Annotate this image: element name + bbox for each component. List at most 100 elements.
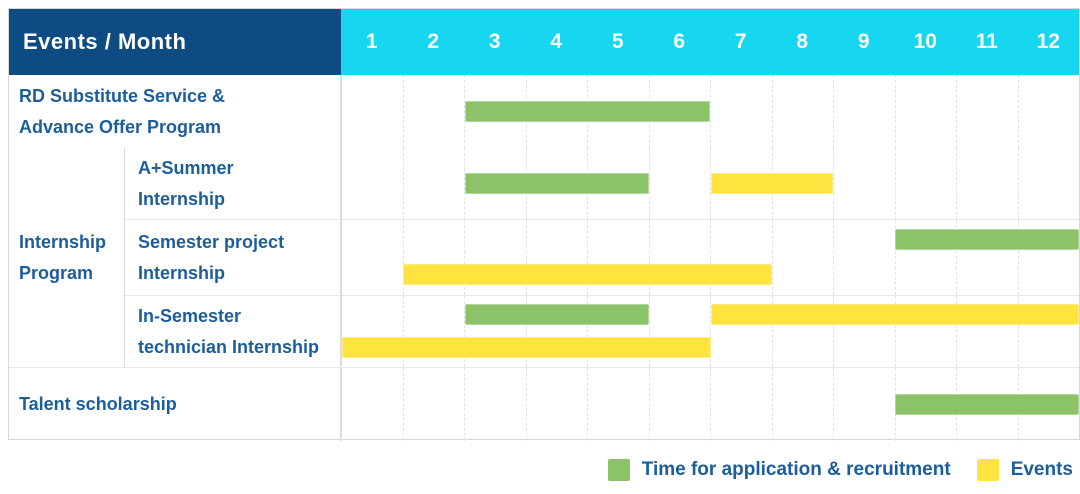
legend-item-yellow: Events [976,459,1073,481]
gantt-bar-yellow [710,304,1079,326]
legend-swatch-yellow [976,459,999,481]
month-grid-cell [833,220,895,295]
month-grid-cell [587,220,649,295]
sub-row-label: Semester project Internship [125,219,341,295]
month-header-strip: 1 2 3 4 5 6 7 8 9 10 11 12 [341,9,1079,75]
month-grid-cell [710,220,772,295]
month-header-cell: 8 [796,30,809,53]
chart-row-rd-substitute-service [341,75,1079,148]
row-label-line: technician Internship [138,336,320,357]
month-grid-cell [894,296,957,367]
row-label-line: In-Semester [138,305,242,326]
row-label-line: RD Substitute Service & [19,85,226,106]
month-grid-cell [648,220,711,295]
month-header-cell: 9 [857,30,870,53]
month-grid-cell [771,296,834,367]
month-header-cell: 12 [1036,30,1060,53]
month-header-cell: 4 [550,30,563,53]
month-grid-cell [342,75,403,148]
month-grid-cell [525,296,588,367]
month-grid-cell [525,220,588,295]
sub-row-label: In-Semester technician Internship [125,295,341,367]
month-grid-cell [464,148,526,219]
row-label-line: Talent scholarship [19,394,177,414]
month-grid-cell [710,148,772,219]
row-label-line: Advance Offer Program [19,116,222,137]
month-grid-cell [833,148,895,219]
group-label-internship-program: Internship Program [9,148,125,367]
table-body: RD Substitute Service & Advance Offer Pro… [9,75,1079,441]
table-row-in-semester-technician-internship: In-Semester technician Internship [9,295,1079,367]
month-grid-cell [525,368,588,441]
row-label-line: Semester project [138,231,285,252]
month-grid-cell [956,75,1018,148]
month-header-cell: 3 [488,30,501,53]
month-grid-cell [587,296,649,367]
table-row-talent-scholarship: Talent scholarship [9,367,1079,441]
month-grid-cell [771,75,834,148]
gantt-bar-green [464,100,711,122]
row-label-line: Internship [138,262,226,283]
gantt-bar-yellow [403,263,772,285]
month-grid-cell [402,75,465,148]
month-header-cell: 2 [427,30,440,53]
month-grid-cell [402,368,465,441]
month-grid-cell [1017,296,1080,367]
schedule-table: Events / Month 1 2 3 4 5 6 7 8 9 10 11 12 RD Substi… [8,8,1080,441]
month-grid-cell [894,220,957,295]
table-row-rd-substitute-service: RD Substitute Service & Advance Offer Pro… [9,75,1079,148]
legend-label: Time for application & recruitment [641,459,951,480]
month-grid-cell [710,75,772,148]
row-label-line: A+Summer [138,157,234,178]
gantt-bar-yellow [342,336,711,358]
month-grid-cell [464,368,526,441]
row-label: RD Substitute Service & Advance Offer Pro… [9,75,341,148]
gantt-bar-yellow [710,172,834,194]
month-grid-cell [1017,220,1080,295]
month-grid-cell [342,220,403,295]
legend-swatch-green [607,459,630,481]
legend: Time for application & recruitment Events [607,452,1073,488]
month-header-cell: 11 [975,30,998,53]
gantt-bar-green [464,172,650,194]
month-header-cell: 10 [913,30,937,53]
chart-row-in-semester-technician-internship [341,295,1079,367]
month-grid-cell [402,148,465,219]
month-grid-cell [894,148,957,219]
month-grid-cell [894,75,957,148]
month-grid-cell [342,368,403,441]
gantt-bar-green [894,393,1079,415]
month-header-cell: 7 [734,30,747,53]
month-grid-cell [648,148,711,219]
gantt-bar-green [894,229,1079,251]
month-grid-cell [342,148,403,219]
month-grid-cell [956,220,1018,295]
legend-item-green: Time for application & recruitment [607,459,951,481]
month-grid-cell [464,296,526,367]
month-grid-cell [956,296,1018,367]
month-grid-cell [648,368,711,441]
group-label-line: Internship [19,231,107,252]
chart-row-talent-scholarship [341,368,1079,441]
group-label-line: Program [19,262,94,283]
chart-row-a-plus-summer-internship [341,148,1079,219]
month-grid-cell [771,368,834,441]
table-row-a-plus-summer-internship: A+Summer Internship [9,148,1079,219]
month-grid-cell [402,296,465,367]
sub-row-label: A+Summer Internship [125,148,341,219]
month-grid-cell [402,220,465,295]
month-grid-cell [464,220,526,295]
month-grid-cell [833,368,895,441]
legend-label: Events [1010,459,1073,480]
month-grid-cell [956,148,1018,219]
month-grid-cell [710,296,772,367]
month-grid-cell [771,220,834,295]
chart-row-semester-project-internship [341,219,1079,295]
month-grid-cell [833,75,895,148]
events-month-header: Events / Month [9,9,341,75]
month-grid-cell [710,368,772,441]
row-label-line: Internship [138,188,226,209]
month-header-cell: 1 [365,30,378,53]
month-header-cell: 5 [611,30,624,53]
